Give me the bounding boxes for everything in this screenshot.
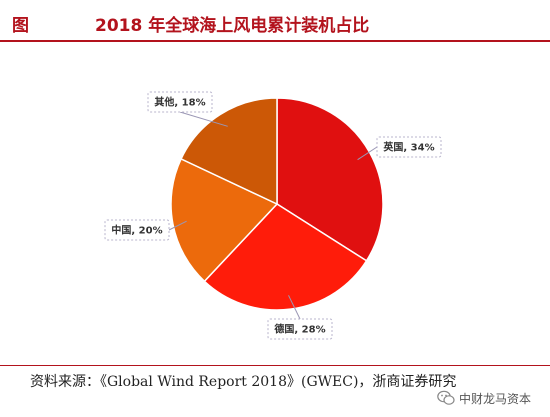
wechat-icon [437, 390, 455, 405]
leader-line [288, 295, 301, 320]
data-label-box [147, 91, 213, 113]
footer-rule [0, 365, 550, 366]
chart-title: 2018 年全球海上风电累计装机占比 [95, 16, 370, 36]
data-label: 中国, 20% [111, 224, 162, 237]
leader-line [357, 146, 378, 161]
pie-slice-3 [170, 157, 279, 283]
data-label: 其他, 18% [154, 96, 205, 109]
watermark-text: 中财龙马资本 [459, 391, 532, 406]
data-label: 德国, 28% [273, 323, 325, 336]
data-label-box [376, 136, 442, 158]
data-label-box [267, 318, 333, 340]
data-label: 英国, 34% [382, 141, 434, 154]
leader-line [168, 220, 187, 231]
data-label-box [104, 219, 170, 241]
leader-line [179, 111, 228, 127]
watermark: 中财龙马资本 [437, 387, 532, 409]
header-rule [0, 40, 550, 42]
pie-slice-2 [203, 203, 368, 311]
figure-label: 图 [12, 16, 29, 36]
pie-chart: 英国, 34% 德国, 28% 中国, 20% 其他, 18% [104, 91, 442, 340]
pie-slice-4 [180, 97, 278, 206]
source-note: 资料来源：《Global Wind Report 2018》(GWEC)，浙商证… [30, 374, 457, 390]
figure-header: 图 2018 年全球海上风电累计装机占比 [0, 0, 550, 40]
